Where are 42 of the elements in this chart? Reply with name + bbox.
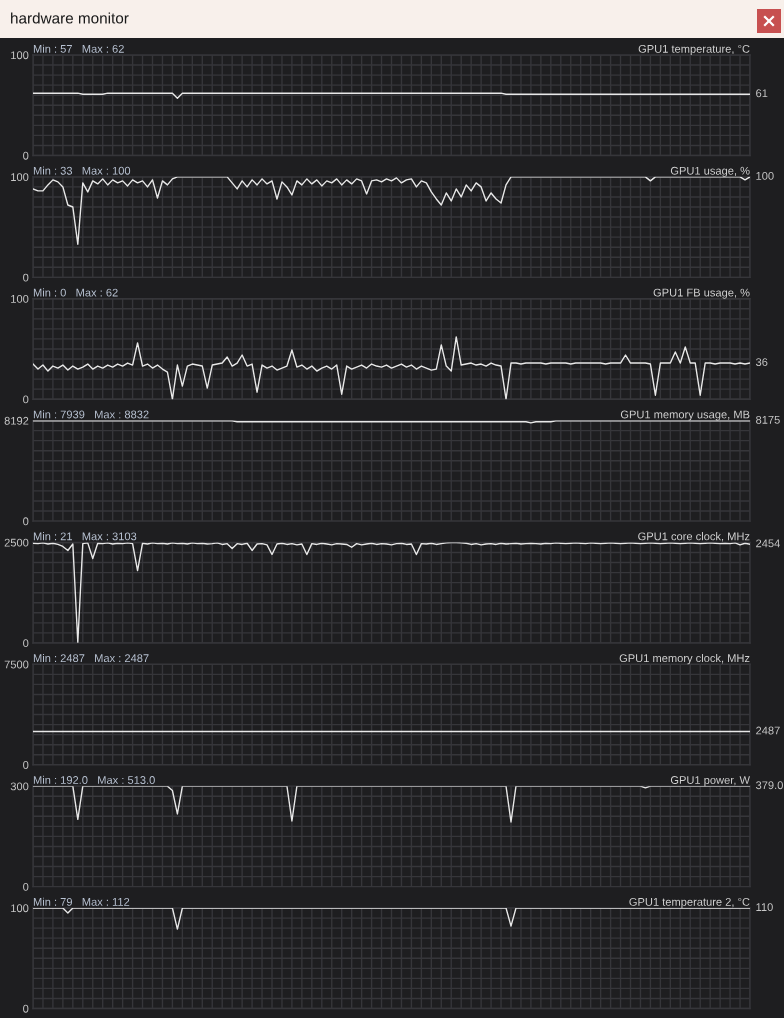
chart-title: GPU1 core clock, MHz [638,532,750,542]
line-series [33,542,750,643]
y-tick-label: 0 [23,882,29,891]
text: hardware monitor [11,12,129,24]
y-tick-label: 7500 [4,660,29,669]
chart-title: GPU1 temperature, °C [638,44,750,55]
text: 61 [756,89,768,98]
text: 379.0 [755,781,783,790]
y-tick-label: 0 [23,761,29,769]
y-tick-label: 0 [23,639,29,648]
chart-title: GPU1 power, W [670,776,750,787]
text: Min : 192.0 Max : 513.0 [33,775,155,784]
text: Min : 57 Max : 62 [33,44,124,53]
text: Min : 79 Max : 112 [33,897,130,906]
text: 36 [755,358,768,367]
chart-title: GPU1 memory usage, MB [620,410,750,421]
y-tick-label: 0 [23,395,29,404]
text: 100 [756,171,774,180]
chart-title: GPU1 FB usage, % [653,288,750,299]
y-tick-label: 100 [11,51,29,60]
text: 2487 [756,726,780,735]
y-tick-label: 100 [11,173,29,181]
text: 8175 [756,415,780,424]
y-tick-label: 100 [11,294,29,303]
chart-title: GPU1 usage, % [670,166,750,177]
text: 110 [756,903,773,911]
y-tick-label: 2500 [4,538,29,547]
text: Min : 33 Max : 100 [33,166,131,175]
y-tick-label: 0 [23,1004,29,1013]
text: Min : 7939 Max : 8832 [33,410,149,419]
y-tick-label: 100 [11,904,29,913]
y-tick-label: 8192 [4,416,29,425]
y-tick-label: 0 [23,517,29,526]
text: Min : 0 Max : 62 [33,288,118,297]
chart-title: GPU1 temperature 2, °C [629,897,750,909]
text: 2454 [756,539,780,548]
y-tick-label: 300 [10,782,29,791]
y-tick-label: 0 [23,151,29,160]
y-tick-label: 0 [23,273,29,282]
text: Min : 21 Max : 3103 [33,532,137,541]
chart-title: GPU1 memory clock, MHz [619,653,750,665]
text: Min : 2487 Max : 2487 [33,653,149,663]
